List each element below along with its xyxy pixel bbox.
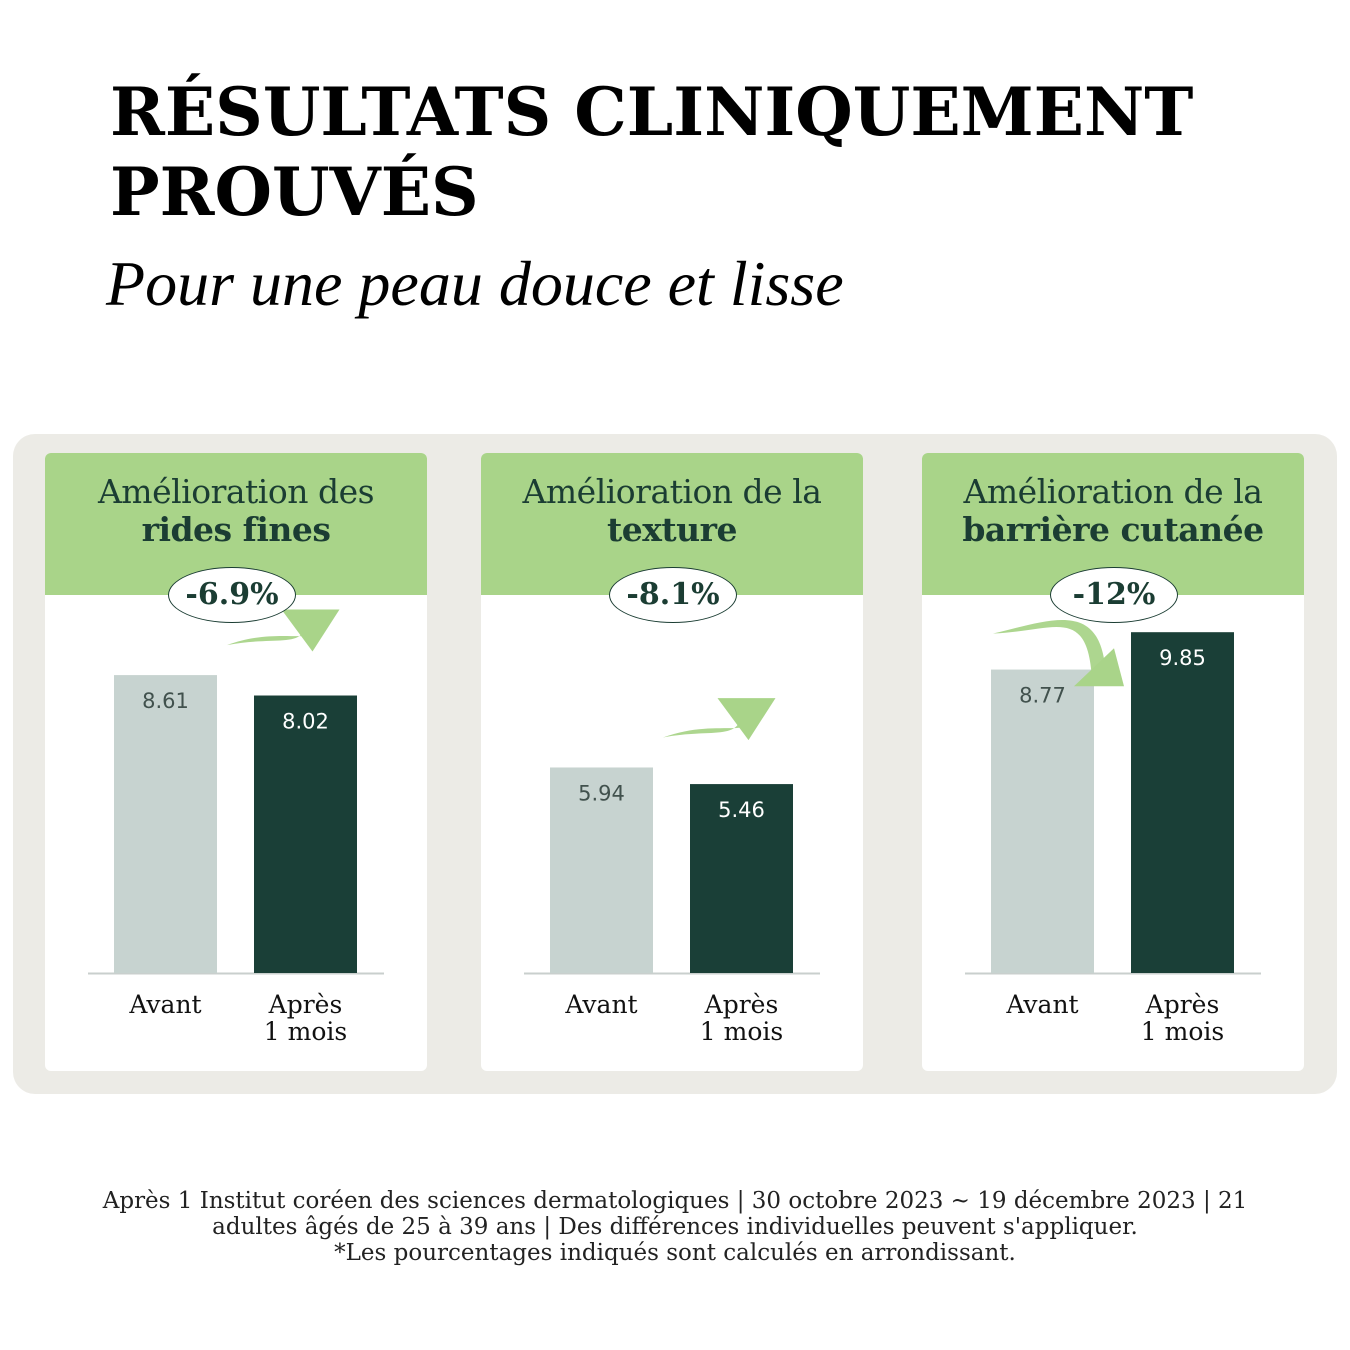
category-label: Après [704,990,779,1019]
chart-card-texture: Amélioration de la texture 5.94 Avant 5.46… [481,453,863,1071]
data-label: 8.77 [1019,684,1066,708]
bar-after [1131,632,1234,973]
change-badge: -12% [1050,567,1178,623]
bar-before [991,669,1094,973]
category-label: 1 mois [264,1017,347,1046]
bar-before [114,675,217,973]
data-label: 5.46 [718,798,765,822]
category-label: Après [268,990,343,1019]
data-label: 8.61 [142,689,189,713]
data-label: 8.02 [282,710,329,734]
card-title-line2: barrière cutanée [962,510,1264,549]
footnote-line: adultes âgés de 25 à 39 ans | Des différ… [212,1214,1138,1240]
change-badge: -8.1% [609,567,737,623]
data-label: 5.94 [578,781,625,805]
card-title-line1: Amélioration de la [963,472,1263,511]
change-badge: -6.9% [168,567,296,623]
category-label: Après [1145,990,1220,1019]
data-label: 9.85 [1159,646,1206,670]
study-footnote: Après 1 Institut coréen des sciences der… [60,1188,1290,1266]
category-label: Avant [1005,990,1078,1019]
card-title-line1: Amélioration des [97,472,375,511]
footnote-line: Après 1 Institut coréen des sciences der… [102,1188,1248,1214]
category-label: Avant [128,990,201,1019]
card-title-line2: texture [606,510,738,549]
bar-before [550,767,653,973]
card-title-line2: rides fines [141,510,331,549]
page-subtitle: Pour une peau douce et lisse [106,248,844,319]
bar-after [254,695,357,973]
trend-arrowhead-icon [281,609,340,652]
bar-after [690,784,793,973]
trend-arrowhead-icon [1074,648,1124,687]
trend-arrow-icon [663,704,755,738]
card-header: Amélioration de la texture [481,453,863,595]
page-title: Résultats cliniquement prouvés [110,73,1194,231]
category-label: 1 mois [700,1017,783,1046]
trend-arrow-icon [227,615,319,646]
card-header: Amélioration des rides fines [45,453,427,595]
chart-card-skin-barrier: Amélioration de la barrière cutanée 8.77… [922,453,1304,1071]
category-label: 1 mois [1141,1017,1224,1046]
trend-arrowhead-icon [717,698,776,741]
chart-card-fine-lines: Amélioration des rides fines 8.61 Avant 8.… [45,453,427,1071]
footnote-line: *Les pourcentages indiqués sont calculés… [334,1240,1016,1266]
card-title-line1: Amélioration de la [522,472,822,511]
category-label: Avant [564,990,637,1019]
